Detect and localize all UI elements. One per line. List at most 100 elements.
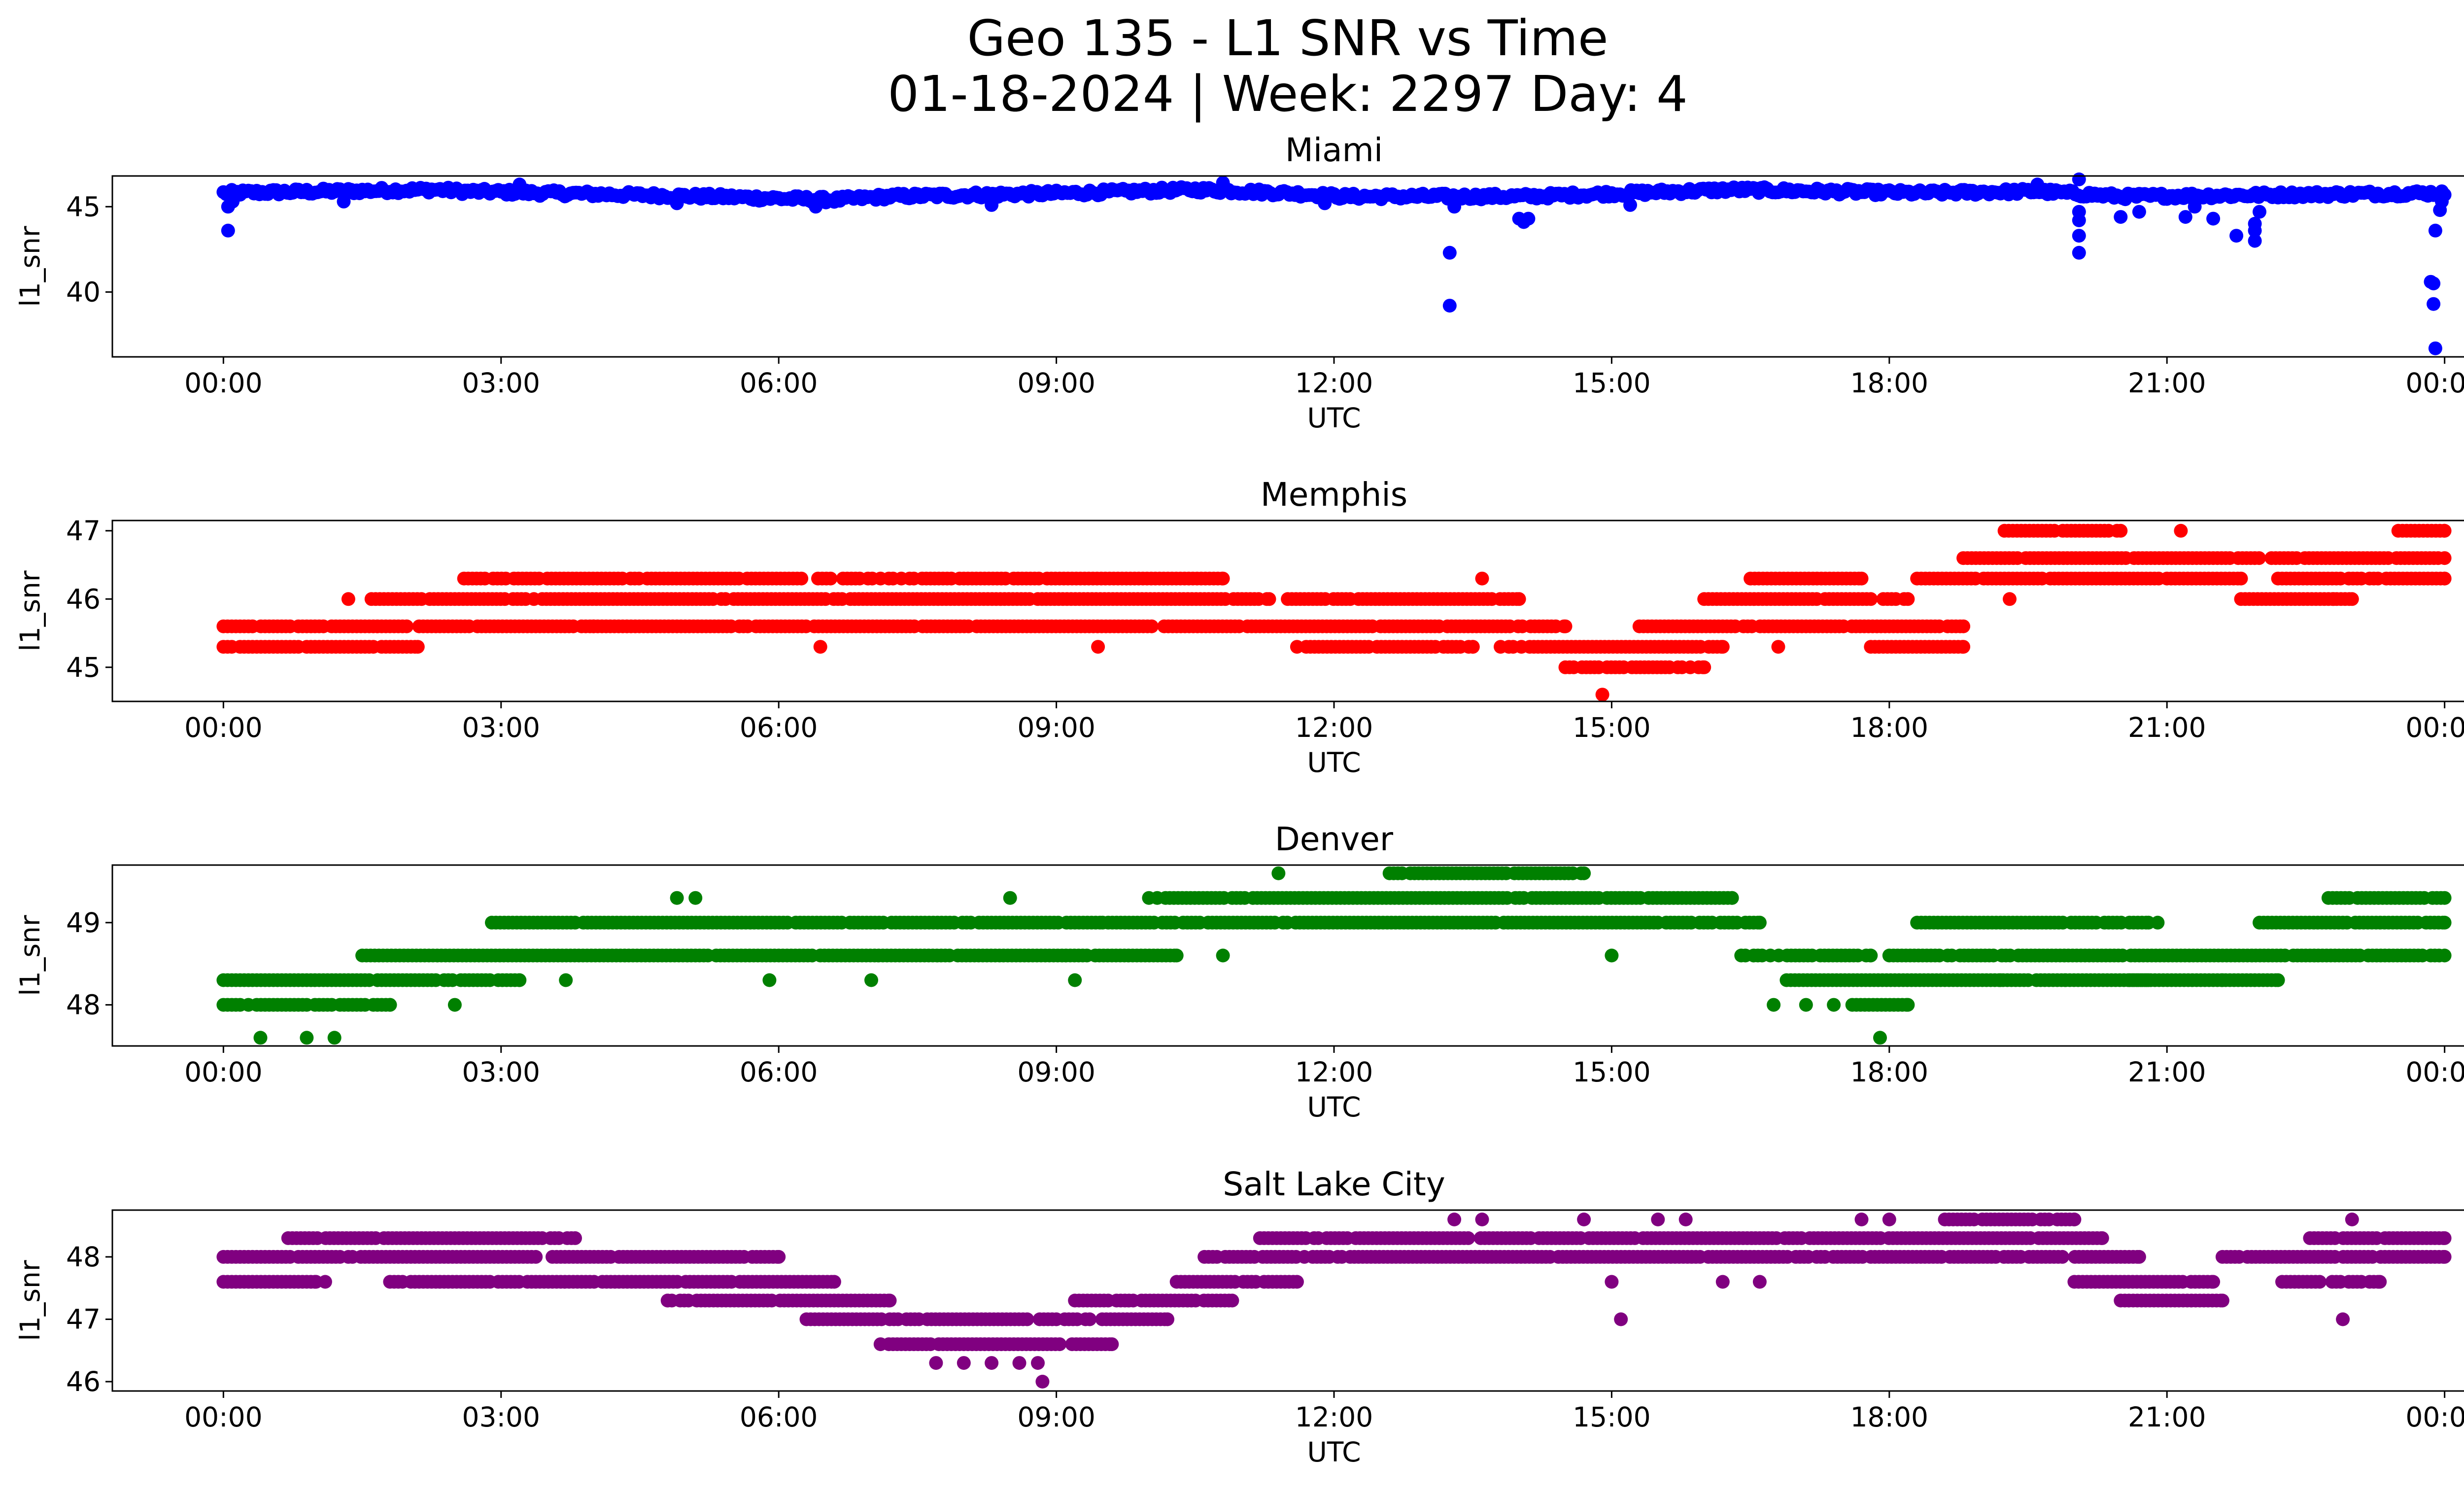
panel-0-data-point [2072, 229, 2086, 243]
panel-0-x-tick-label: 00:00 [2405, 367, 2464, 399]
panel-3-data-point [1461, 1231, 1475, 1245]
panel-1-y-tick-label: 45 [66, 652, 101, 683]
panel-3-data-point [1012, 1356, 1027, 1370]
panel-2-data-point [300, 1031, 314, 1045]
panel-1-data-point [1091, 640, 1105, 654]
panel-2-data-point [2271, 973, 2285, 987]
panel-0-y-axis-label: l1_snr [14, 226, 46, 307]
panel-2-x-tick-label: 00:00 [2405, 1056, 2464, 1088]
panel-2-data-point [1605, 948, 1619, 963]
panel-2-x-axis-label: UTC [1307, 1091, 1361, 1123]
panel-3-data-point [2437, 1250, 2452, 1264]
panel-0-data-point [513, 177, 527, 192]
panel-0-y-tick-label: 45 [66, 191, 101, 222]
panel-0-data-point [2437, 188, 2452, 202]
panel-0-data-point [2072, 205, 2086, 219]
panel-1-data-point [341, 592, 355, 606]
panel-2-x-tick-label: 12:00 [1295, 1056, 1373, 1088]
panel-2-data-point [2215, 973, 2229, 987]
panel-3-data-point [2067, 1213, 2082, 1226]
panel-1-y-tick-label: 46 [66, 583, 101, 615]
panel-3-data-point [1447, 1213, 1462, 1226]
panel-1-x-tick-label: 12:00 [1295, 712, 1373, 743]
panel-3-y-tick-label: 48 [66, 1241, 101, 1273]
panel-3-x-tick-label: 09:00 [1017, 1401, 1095, 1433]
panel-0-data-point [2427, 277, 2441, 291]
panel-1-data-points [216, 523, 2452, 702]
panel-0-data-point [2248, 234, 2262, 248]
panel-1-data-point [1512, 592, 1526, 606]
panel-0-x-tick-label: 21:00 [2128, 367, 2206, 399]
panel-0-data-point [2248, 216, 2262, 231]
panel-0-x-tick-label: 00:00 [184, 367, 263, 399]
panel-2-data-point [762, 973, 777, 987]
panel-1-x-tick-label: 00:00 [184, 712, 263, 743]
panel-1-data-point [1475, 571, 1489, 586]
panel-2-data-point [2437, 891, 2452, 905]
panel-3-title: Salt Lake City [1223, 1165, 1445, 1203]
panel-3-data-point [1715, 1275, 1730, 1289]
panel-1-data-point [1697, 660, 1711, 674]
panel-1-data-point [2437, 571, 2452, 586]
panel-3-data-point [318, 1275, 332, 1289]
panel-3-data-point [1577, 1213, 1591, 1226]
panel-1-data-point [1595, 688, 1609, 702]
panel-3-data-point [957, 1356, 971, 1370]
panel-0-x-axis-label: UTC [1307, 402, 1361, 434]
panel-2-data-point [864, 973, 878, 987]
panel-0-data-point [985, 198, 999, 212]
panel-2-x-tick-label: 15:00 [1573, 1056, 1651, 1088]
panel-0-data-point [2072, 172, 2086, 186]
panel-1-x-tick-label: 09:00 [1017, 712, 1095, 743]
panel-2-data-point [670, 891, 684, 905]
panel-3-data-point [660, 1293, 675, 1308]
panel-0-data-point [226, 194, 240, 209]
panel-3-data-point [883, 1293, 897, 1308]
panel-3-data-point [1083, 1312, 1097, 1326]
panel-2-data-point [1901, 998, 1915, 1012]
panel-1-y-axis-label: l1_snr [14, 570, 46, 651]
panel-0-data-point [221, 223, 235, 238]
panel-3-data-point [1678, 1213, 1693, 1226]
panel-1-data-point [411, 640, 425, 654]
panel-1-data-point [1901, 592, 1915, 606]
panel-2-data-point [1271, 866, 1286, 880]
panel-1-data-point [1466, 640, 1480, 654]
panel-2-x-tick-label: 09:00 [1017, 1056, 1095, 1088]
panel-0-x-tick-label: 09:00 [1017, 367, 1095, 399]
panel-3-data-point [827, 1275, 841, 1289]
panel-3-data-point [529, 1250, 543, 1264]
panel-0-data-point [2188, 200, 2202, 214]
panel-3-y-tick-label: 46 [66, 1366, 101, 1397]
panel-3-data-point [1605, 1275, 1619, 1289]
panel-1-data-point [2345, 592, 2359, 606]
panel-3-data-point [1161, 1312, 1174, 1326]
panel-1-y-tick-label: 47 [66, 515, 101, 547]
panel-0-x-tick-label: 18:00 [1850, 367, 1929, 399]
panel-1-data-point [1558, 619, 1573, 633]
panel-3-x-tick-label: 15:00 [1573, 1401, 1651, 1433]
panel-0-data-points [216, 172, 2452, 355]
panel-2-y-tick-label: 49 [66, 907, 101, 939]
panel-0-data-point [1318, 196, 1332, 210]
panel-3-data-point [568, 1231, 582, 1245]
panel-2-data-point [1799, 998, 1813, 1012]
panel-1-x-tick-label: 15:00 [1573, 712, 1651, 743]
panel-1-data-point [1956, 619, 1971, 633]
panel-3-data-point [2095, 1231, 2109, 1245]
panel-1-title: Memphis [1261, 476, 1407, 514]
panel-3-data-point [1614, 1312, 1628, 1326]
panel-1-x-tick-label: 00:00 [2405, 712, 2464, 743]
panel-1-data-point [813, 640, 827, 654]
panel-3-data-point [772, 1250, 786, 1264]
panel-3-data-point [1882, 1213, 1896, 1226]
panel-1-data-point [2437, 523, 2452, 538]
panel-2-data-point [2151, 915, 2165, 930]
panel-1-data-point [2174, 523, 2188, 538]
panel-3-data-point [1752, 1275, 1767, 1289]
panel-3-data-point [1225, 1293, 1239, 1308]
panel-1-data-point [2003, 592, 2017, 606]
